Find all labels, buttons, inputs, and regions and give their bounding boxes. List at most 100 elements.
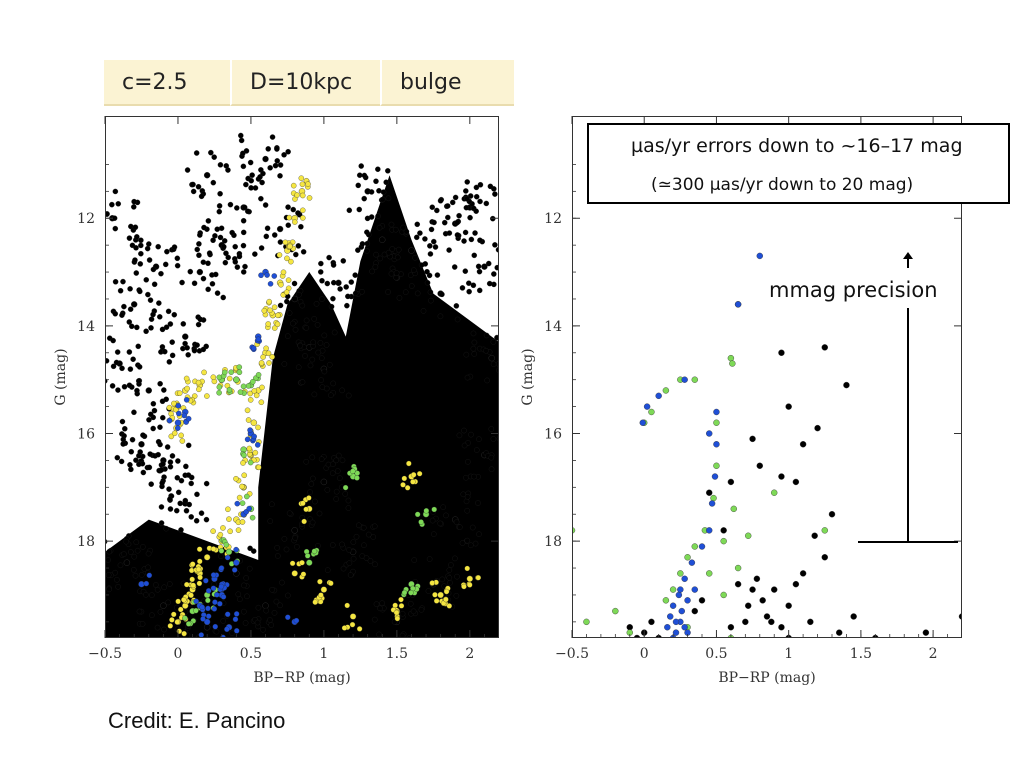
left-yellow-point <box>443 588 450 595</box>
left-black-point <box>182 333 189 340</box>
left-black-point <box>446 247 452 253</box>
left-green-point <box>255 372 262 378</box>
left-black-point <box>454 316 461 323</box>
left-black-point <box>195 321 202 328</box>
left-green-point <box>304 553 311 559</box>
left-black-point <box>240 229 247 236</box>
left-black-point <box>464 537 471 544</box>
left-black-point <box>184 167 191 173</box>
right-blue-point <box>711 473 719 480</box>
left-black-point <box>461 238 467 244</box>
left-black-point <box>299 379 306 385</box>
left-black-point <box>167 506 174 512</box>
left-black-point <box>203 171 211 179</box>
left-blue-point <box>212 599 218 605</box>
right-black-point <box>792 478 800 486</box>
left-black-point <box>225 649 230 654</box>
left-yellow-point <box>174 619 181 625</box>
left-black-point <box>385 195 392 202</box>
left-black-point <box>149 612 155 618</box>
left-black-point <box>146 464 153 471</box>
right-black-point <box>749 586 756 593</box>
left-black-point <box>274 146 280 152</box>
left-black-point <box>163 396 169 403</box>
left-black-point <box>464 179 470 185</box>
left-black-point <box>379 196 386 203</box>
left-black-point <box>114 454 121 461</box>
left-black-point <box>150 266 157 273</box>
left-yellow-point <box>291 570 298 577</box>
left-black-point <box>504 285 509 290</box>
left-black-point <box>291 527 298 534</box>
left-black-point <box>469 524 476 531</box>
left-black-point <box>150 311 156 318</box>
left-yellow-point <box>235 527 242 533</box>
precision-label: mmag precision <box>769 278 938 302</box>
right-blue-point <box>684 597 691 604</box>
left-black-point <box>307 489 313 495</box>
left-yellow-point <box>226 516 232 522</box>
right-black-point <box>821 344 828 351</box>
left-black-point <box>295 364 302 371</box>
left-black-point <box>370 534 377 540</box>
left-black-point <box>352 272 358 278</box>
left-black-point <box>134 387 140 394</box>
left-black-point <box>223 250 229 256</box>
left-black-point <box>146 257 153 263</box>
left-black-point <box>232 259 239 265</box>
left-black-point <box>400 224 407 231</box>
left-black-point <box>132 572 139 579</box>
left-black-point <box>335 468 341 474</box>
left-black-point <box>410 608 417 615</box>
right-black-point <box>843 381 850 389</box>
left-yellow-point <box>173 406 179 413</box>
left-yellow-point <box>226 375 233 382</box>
left-black-point <box>269 587 275 593</box>
left-yellow-point <box>461 583 467 590</box>
left-black-point <box>403 228 410 235</box>
left-black-point <box>263 233 270 240</box>
left-black-point <box>488 426 495 432</box>
left-black-point <box>174 262 181 269</box>
left-black-point <box>252 251 258 257</box>
left-black-point <box>145 550 152 557</box>
left-yellow-point <box>271 304 278 311</box>
left-black-point <box>151 407 158 414</box>
left-black-point <box>291 295 298 303</box>
left-blue-point <box>254 442 261 448</box>
left-black-point <box>432 244 439 250</box>
right-green-point <box>583 618 590 626</box>
left-black-point <box>379 236 386 243</box>
left-black-point <box>161 584 167 591</box>
left-yellow-point <box>398 596 404 603</box>
left-black-point <box>294 544 300 550</box>
left-black-point <box>317 340 324 346</box>
left-black-point <box>364 248 370 254</box>
right-y-axis-label: G (mag) <box>520 348 536 405</box>
left-black-point <box>133 245 139 251</box>
left-black-point <box>132 224 139 230</box>
left-ytick-label: 16 <box>77 427 95 443</box>
left-black-point <box>109 201 115 208</box>
left-green-point <box>205 597 211 604</box>
left-yellow-point <box>189 576 195 583</box>
left-black-point <box>217 234 224 241</box>
left-blue-point <box>205 587 212 594</box>
left-blue-point <box>203 618 211 626</box>
right-green-point <box>734 564 742 572</box>
left-yellow-point <box>181 596 187 603</box>
right-green-point <box>730 505 737 513</box>
left-black-point <box>487 183 494 190</box>
left-blue-point <box>185 415 192 422</box>
right-xtick-label: 1 <box>784 646 793 662</box>
left-black-point <box>418 607 425 613</box>
left-black-point <box>412 255 418 261</box>
left-black-point <box>453 593 460 599</box>
left-black-point <box>407 600 414 607</box>
right-black-point <box>922 629 930 636</box>
left-black-point <box>295 210 301 216</box>
left-black-point <box>165 599 171 606</box>
left-black-point <box>151 281 158 288</box>
left-black-point <box>331 329 338 336</box>
left-black-point <box>157 314 163 320</box>
